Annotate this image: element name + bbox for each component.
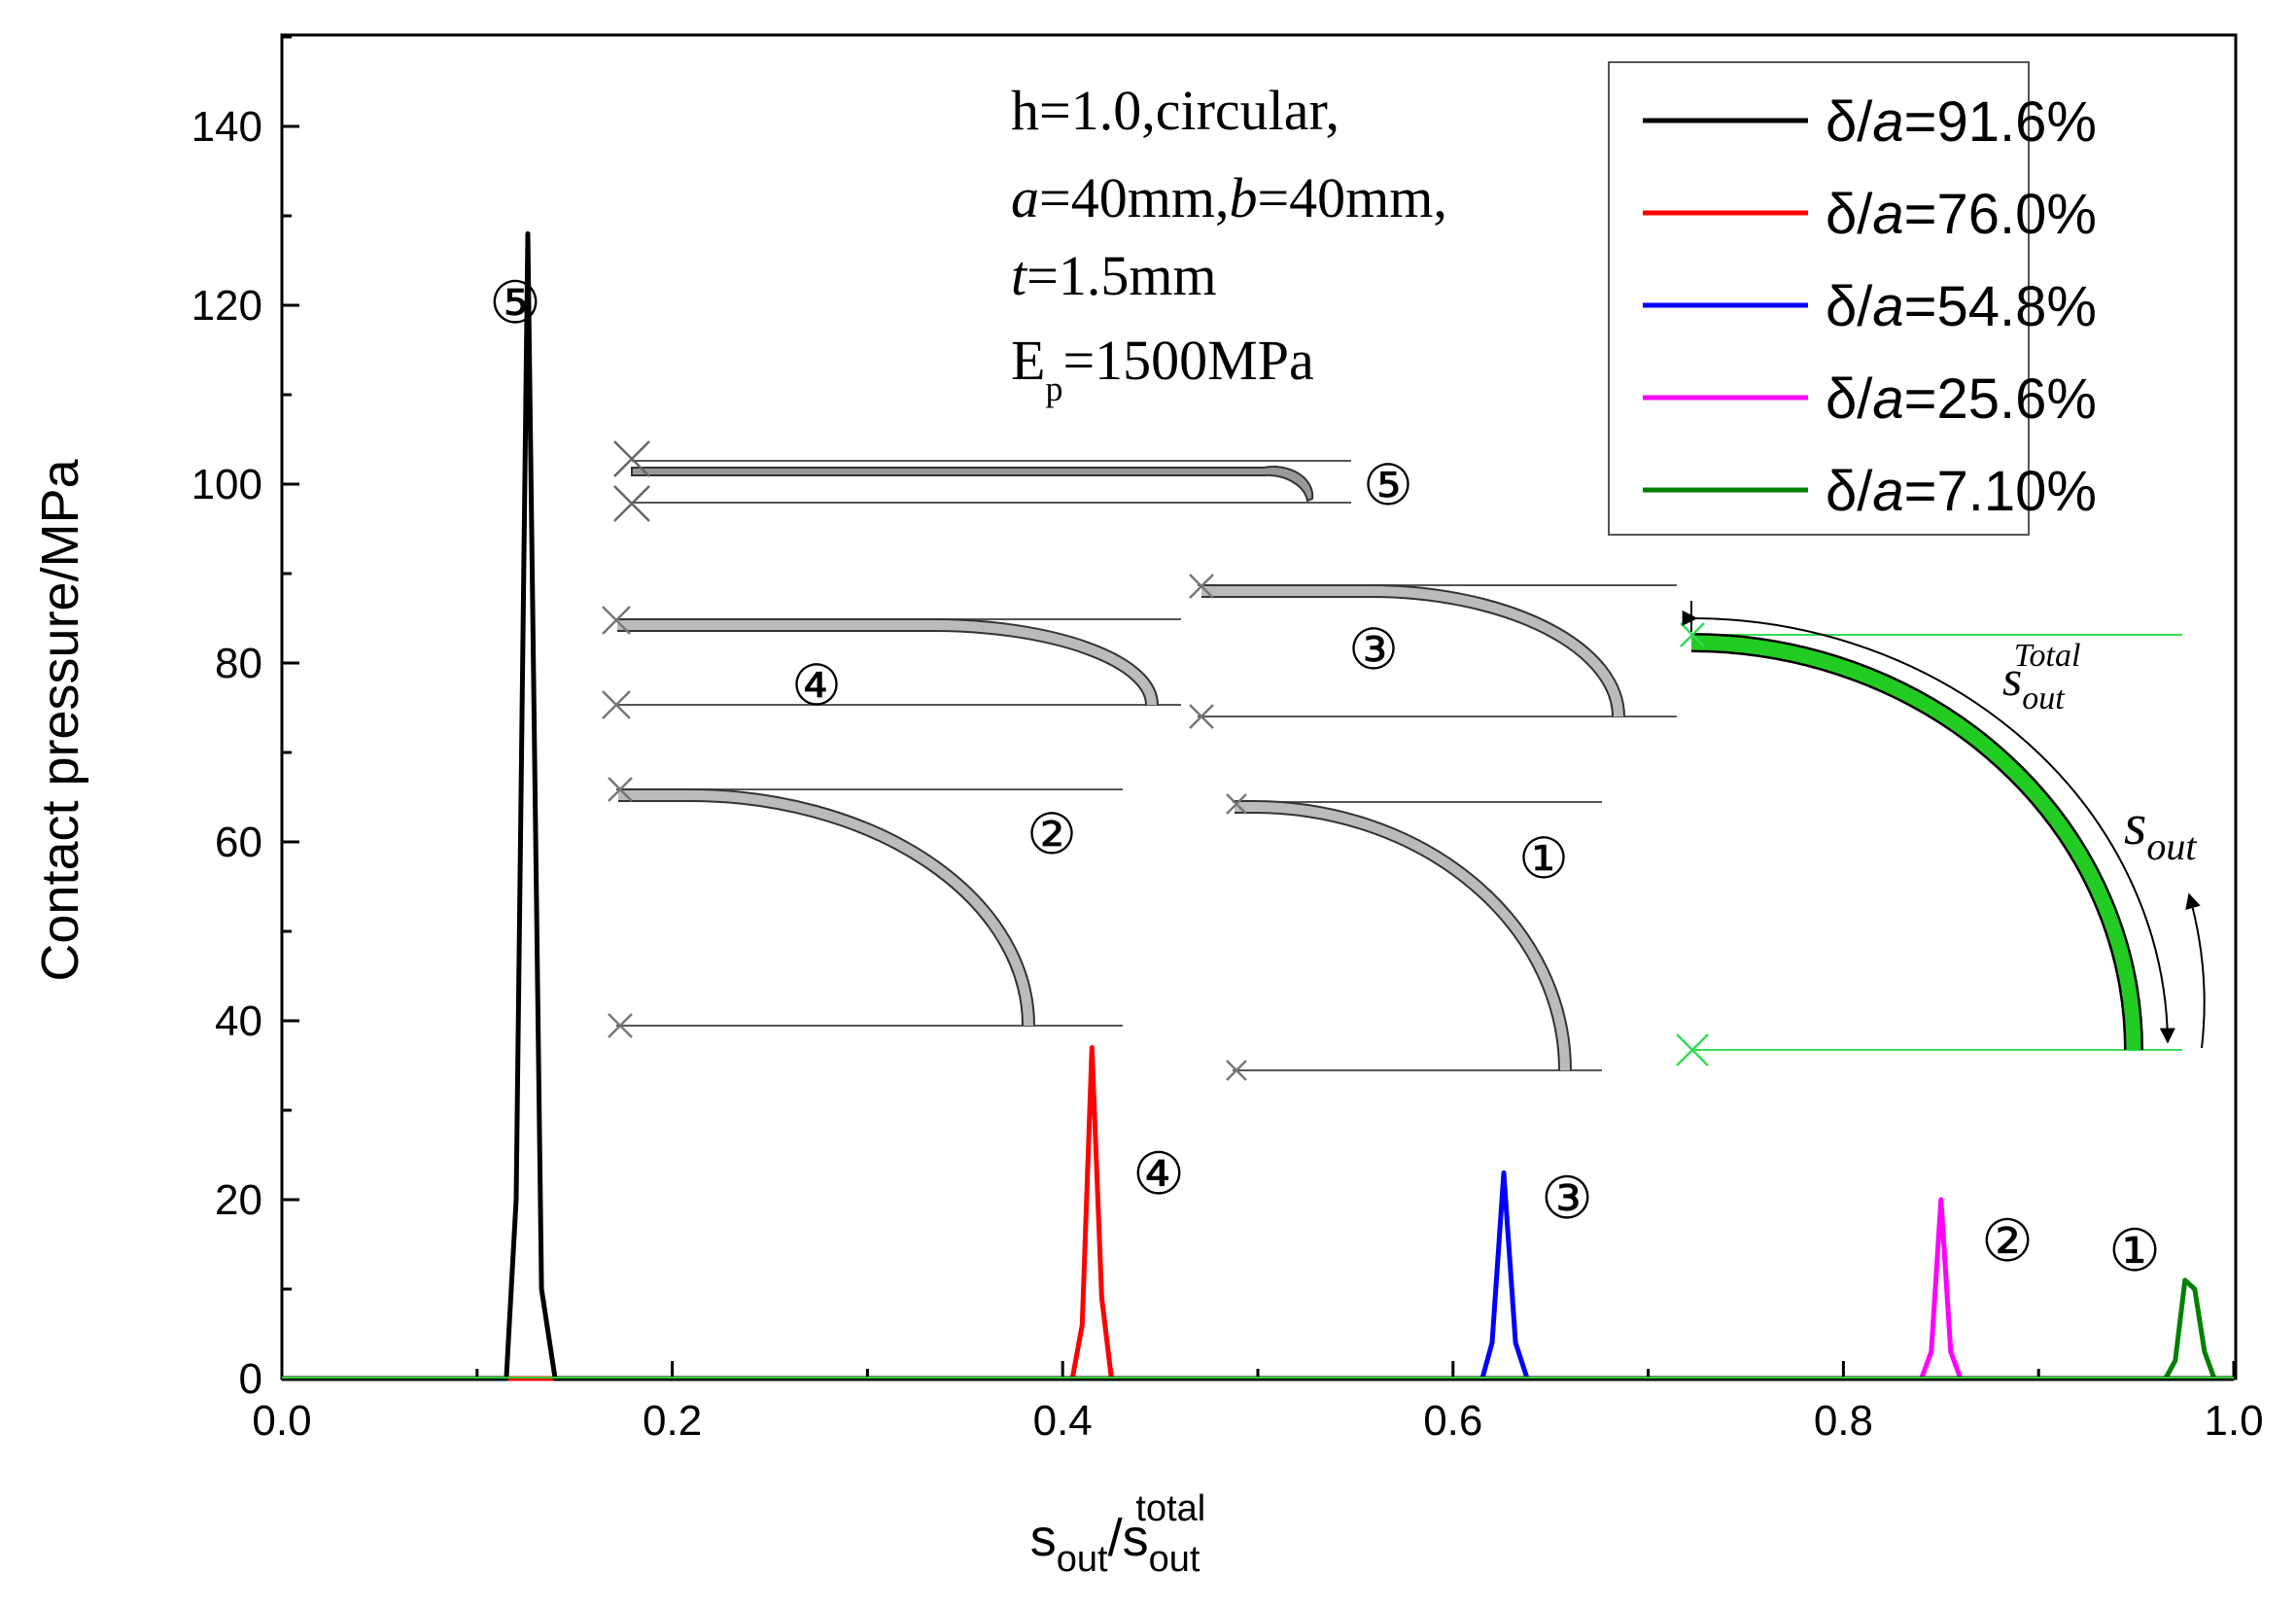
info-line-2: a=40mm,b=40mm, [1011,166,1447,229]
deformation-insets: ⑤ ④ ③ ② ① soutTotal sout [602,440,2206,1081]
shell-outline [1235,800,1572,1071]
shell-body [631,466,1314,503]
fixed-point-mark [608,777,633,802]
shell-body [1235,802,1570,1071]
legend-box [1608,61,2030,536]
shell-body [617,620,1157,706]
x-tick-label: 1.0 [2204,1397,2263,1445]
info-line-1: h=1.0,circular, [1011,79,1339,142]
info-line-3: t=1.5mm [1011,244,1217,307]
legend-entry: δ/a=25.6% [1826,367,2097,431]
y-tick-label: 0 [239,1355,262,1403]
shell-body [1201,586,1623,717]
sout-arrow [2185,892,2206,1049]
fixed-point-mark [602,606,631,635]
y-tick-label: 80 [215,640,262,687]
y-tick-label: 40 [215,997,262,1045]
fixed-point-mark [1226,793,1247,815]
fixed-point-mark [1189,704,1214,729]
y-tick-label: 100 [191,461,262,508]
total-length-arrow [1682,610,2175,1044]
x-axis-title: sout/souttotal [1030,1488,1206,1580]
y-tick-label: 20 [215,1176,262,1224]
peak-labels: ⑤ ④ ③ ② ① [489,269,2161,1285]
fixed-point-mark [602,690,631,719]
y-tick-label: 60 [215,819,262,866]
fixed-point-mark [608,1013,633,1038]
inset-label: ⑤ [1363,452,1413,518]
inset-label: ① [1518,825,1569,891]
x-tick-label: 0.0 [252,1397,311,1445]
y-axis-title: Contact pressure/MPa [31,458,89,981]
shell-outline [618,788,1035,1027]
legend-entry: δ/a=7.10% [1826,460,2097,523]
inset-total-label: soutTotal [2002,638,2080,716]
peak-label: ⑤ [489,269,541,337]
series-line-710 [282,1277,2234,1381]
fixed-point-mark [1189,574,1214,599]
peak-label: ④ [1132,1140,1185,1208]
inset-label: ② [1026,801,1077,867]
legend-entry: δ/a=91.6% [1826,90,2097,154]
inset-label: ③ [1348,616,1399,682]
x-tick-label: 0.8 [1814,1397,1873,1445]
peak-label: ③ [1541,1165,1593,1233]
legend: δ/a=91.6% δ/a=76.0% δ/a=54.8% δ/a=25.6% δ/a=… [1608,61,2097,536]
x-tick-label: 0.2 [643,1397,702,1445]
data-series [282,230,2234,1381]
fixed-point-mark [1226,1060,1247,1081]
shell-body [618,790,1033,1027]
x-tick-label: 0.4 [1033,1397,1093,1445]
legend-entry: δ/a=76.0% [1826,183,2097,246]
fixed-point-mark [613,485,650,522]
shell-outline [617,618,1159,706]
info-annotation: h=1.0,circular, a=40mm,b=40mm, t=1.5mm E… [1011,79,1447,408]
fixed-point-mark [613,440,650,477]
inset-sout-label: sout [2124,792,2197,868]
shell-outline [1201,584,1625,717]
peak-label: ① [2108,1217,2161,1285]
peak-label: ② [1981,1207,2034,1275]
info-line-4: Ep=1500MPa [1011,329,1314,408]
series-line-256 [282,1197,2234,1381]
y-tick-label: 140 [191,103,262,151]
y-tick-label: 120 [191,282,262,330]
reference-shell-body [1690,635,2141,1051]
x-tick-label: 0.6 [1423,1397,1482,1445]
legend-entry: δ/a=54.8% [1826,275,2097,338]
inset-label: ④ [791,652,842,718]
